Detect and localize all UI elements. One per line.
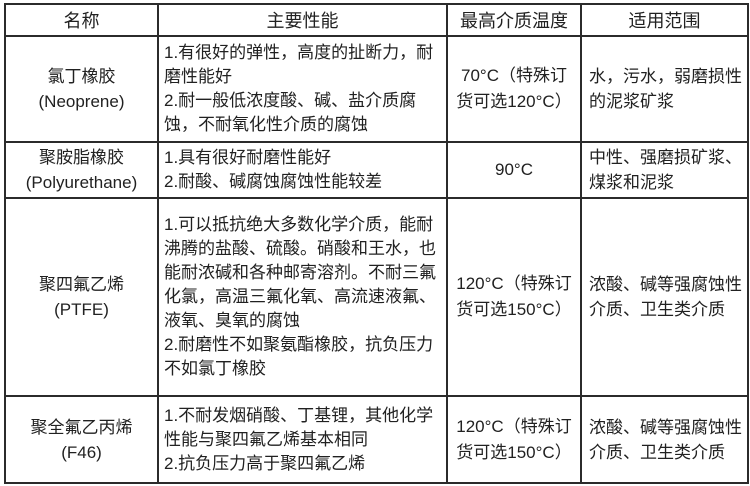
- material-name-cell: 聚胺脂橡胶 (Polyurethane): [4, 141, 159, 199]
- material-name-cell: 氯丁橡胶 (Neoprene): [4, 35, 159, 143]
- property-item: 1.不耐发烟硝酸、丁基锂，其他化学性能与聚四氟乙烯基本相同: [164, 405, 434, 449]
- application-range-cell: 水，污水，弱磨损性的泥浆矿浆: [580, 35, 749, 143]
- material-properties-cell: 1.可以抵抗绝大多数化学介质，能耐沸腾的盐酸、硫酸。硝酸和王水，也能耐浓碱和各种…: [157, 197, 448, 397]
- application-range-cell: 浓酸、碱等强腐蚀性介质、卫生类介质: [580, 395, 749, 484]
- property-item: 1.具有很好耐磨性能好: [164, 148, 332, 167]
- material-name-cell: 聚四氟乙烯 (PTFE): [4, 197, 159, 397]
- max-temp-cell: 90°C: [446, 141, 582, 199]
- property-item: 2.抗负压力高于聚四氟乙烯: [164, 453, 366, 473]
- material-name-cn: 聚四氟乙烯: [39, 275, 124, 294]
- material-name-en: (Neoprene): [38, 92, 125, 111]
- column-header-max-temp: 最高介质温度: [446, 3, 582, 37]
- material-name-cell: 聚全氟乙丙烯 (F46): [4, 395, 159, 484]
- material-name-en: (Polyurethane): [25, 173, 138, 192]
- max-temp-cell: 120°C（特殊订货可选150°C）: [446, 395, 582, 484]
- material-name-cn: 聚胺脂橡胶: [39, 148, 124, 167]
- property-item: 1.有很好的弹性，高度的扯断力，耐磨性能好: [164, 43, 434, 86]
- max-temp-cell: 120°C（特殊订货可选150°C）: [446, 197, 582, 397]
- application-range-cell: 中性、强磨损矿浆、煤浆和泥浆: [580, 141, 749, 199]
- table-row: 聚全氟乙丙烯 (F46) 1.不耐发烟硝酸、丁基锂，其他化学性能与聚四氟乙烯基本…: [4, 395, 749, 484]
- application-range-cell: 浓酸、碱等强腐蚀性介质、卫生类介质: [580, 197, 749, 397]
- material-properties-cell: 1.具有很好耐磨性能好 2.耐酸、碱腐蚀腐蚀性能较差: [157, 141, 448, 199]
- material-name-cn: 聚全氟乙丙烯: [30, 417, 133, 437]
- table-row: 氯丁橡胶 (Neoprene) 1.有很好的弹性，高度的扯断力，耐磨性能好 2.…: [4, 35, 749, 143]
- lining-material-spec-table: 名称 主要性能 最高介质温度 适用范围 氯丁橡胶 (Neoprene) 1.有很…: [4, 3, 749, 484]
- material-name-cn: 氯丁橡胶: [47, 67, 116, 86]
- material-name-en: (F46): [61, 442, 102, 462]
- property-item: 1.可以抵抗绝大多数化学介质，能耐沸腾的盐酸、硫酸。硝酸和王水，也能耐浓碱和各种…: [164, 215, 436, 330]
- table-row: 聚胺脂橡胶 (Polyurethane) 1.具有很好耐磨性能好 2.耐酸、碱腐…: [4, 141, 749, 199]
- material-properties-cell: 1.不耐发烟硝酸、丁基锂，其他化学性能与聚四氟乙烯基本相同 2.抗负压力高于聚四…: [157, 395, 448, 484]
- column-header-properties: 主要性能: [157, 3, 448, 37]
- table-header-row: 名称 主要性能 最高介质温度 适用范围: [4, 3, 749, 37]
- material-properties-cell: 1.有很好的弹性，高度的扯断力，耐磨性能好 2.耐一般低浓度酸、碱、盐介质腐蚀，…: [157, 35, 448, 143]
- property-item: 2.耐酸、碱腐蚀腐蚀性能较差: [164, 172, 383, 191]
- column-header-name: 名称: [4, 3, 159, 37]
- property-item: 2.耐一般低浓度酸、碱、盐介质腐蚀，不耐氧化性介质的腐蚀: [164, 91, 417, 134]
- max-temp-cell: 70°C（特殊订货可选120°C）: [446, 35, 582, 143]
- column-header-range: 适用范围: [580, 3, 749, 37]
- table-row: 聚四氟乙烯 (PTFE) 1.可以抵抗绝大多数化学介质，能耐沸腾的盐酸、硫酸。硝…: [4, 197, 749, 397]
- property-item: 2.耐磨性不如聚氨酯橡胶，抗负压力不如氯丁橡胶: [164, 335, 434, 378]
- material-name-en: (PTFE): [54, 300, 109, 319]
